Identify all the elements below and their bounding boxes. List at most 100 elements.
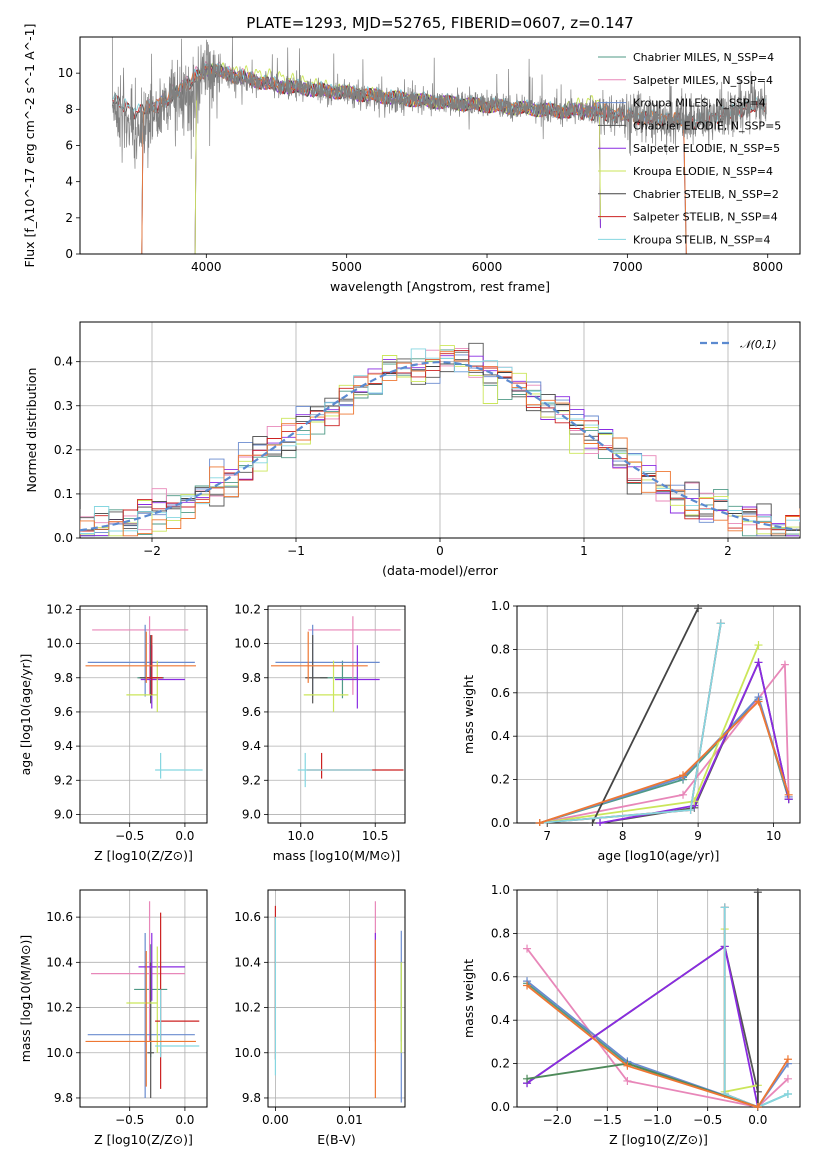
plus-marker [679, 771, 688, 780]
y-tick-label: 9.6 [54, 705, 73, 719]
x-tick-label: −2.0 [543, 1113, 572, 1127]
plot-frame [79, 605, 208, 824]
plus-marker [686, 805, 695, 814]
y-tick-label: 0.4 [491, 1013, 510, 1027]
mass-weight-line [526, 944, 759, 1108]
x-axis-label: Z [log10(Z/Z⊙)] [609, 1132, 708, 1147]
y-tick-label: 10.0 [46, 637, 73, 651]
y-tick-label: 0.6 [491, 970, 510, 984]
y-tick-label: 9.0 [242, 807, 261, 821]
legend-label: Salpeter STELIB, N_SSP=4 [633, 211, 778, 224]
y-tick-label: 0 [65, 247, 73, 261]
plus-marker [780, 660, 789, 669]
y-tick-label: 10 [58, 66, 73, 80]
spectrum-panel: PLATE=1293, MJD=52765, FIBERID=0607, z=0… [22, 14, 801, 294]
y-axis-label: mass [log10(M/M⊙)] [18, 935, 33, 1063]
x-tick-label: 0 [436, 544, 444, 558]
plus-marker [694, 604, 703, 613]
x-tick-label: 0.00 [262, 1113, 289, 1127]
y-tick-label: 9.2 [54, 773, 73, 787]
errorbar-group [274, 901, 402, 1103]
x-tick-label: −1.0 [643, 1113, 672, 1127]
spectrum-lines [111, 37, 767, 254]
mass-weight-line [539, 695, 790, 824]
y-tick-label: 0.0 [54, 531, 73, 545]
plus-marker [623, 1076, 632, 1085]
y-tick-label: 0.2 [54, 443, 73, 457]
mass-ebv-panel: 0.00 0.01 9.8 10.0 10.2 10.4 10.6 E(B-V) [234, 889, 406, 1147]
y-tick-label: 10.2 [46, 1001, 73, 1015]
model-spectrum-line [141, 63, 687, 254]
x-axis-label: wavelength [Angstrom, rest frame] [330, 279, 550, 294]
x-tick-label: −0.5 [115, 829, 144, 843]
y-tick-label: 10.2 [46, 602, 73, 616]
plus-marker [716, 619, 725, 628]
plus-marker [720, 903, 729, 912]
x-tick-label: −0.5 [693, 1113, 722, 1127]
x-tick-label: −1.5 [593, 1113, 622, 1127]
y-tick-label: 0.2 [491, 1057, 510, 1071]
y-axis-label: age [log10(age/yr)] [18, 654, 33, 776]
x-tick-label: 9 [694, 829, 702, 843]
x-tick-label: 7000 [612, 260, 643, 274]
mass-weight-line [526, 984, 789, 1109]
plus-marker [754, 697, 763, 706]
plot-frame [516, 605, 801, 824]
y-tick-label: 10.4 [234, 955, 261, 969]
x-tick-label: 0.0 [175, 1113, 194, 1127]
x-axis-label: Z [log10(Z/Z⊙)] [94, 1132, 193, 1147]
mass-weight-line [723, 907, 759, 1108]
y-tick-label: 10.4 [46, 955, 73, 969]
y-tick-label: 1.0 [491, 599, 510, 613]
x-tick-label: 0.0 [748, 1113, 767, 1127]
x-tick-label: 2 [724, 544, 732, 558]
errorbar-group [270, 616, 404, 788]
mass-weight-line [723, 907, 789, 1108]
y-tick-label: 9.2 [242, 773, 261, 787]
x-tick-label: 5000 [331, 260, 362, 274]
x-tick-label: 6000 [472, 260, 503, 274]
x-tick-label: 7 [543, 829, 551, 843]
y-tick-label: 9.8 [242, 671, 261, 685]
y-tick-label: 9.8 [54, 671, 73, 685]
y-tick-label: 0.8 [491, 926, 510, 940]
plot-frame [79, 321, 801, 539]
y-tick-label: 8 [65, 102, 73, 116]
y-axis-label: mass weight [461, 675, 476, 754]
weight-lines [535, 604, 793, 826]
mass-weight-line [539, 697, 790, 824]
x-tick-label: 4000 [191, 260, 222, 274]
x-axis-label: Z [log10(Z/Z⊙)] [94, 848, 193, 863]
y-tick-label: 10.6 [46, 910, 73, 924]
plot-frame [516, 889, 801, 1108]
x-tick-label: 0.0 [175, 829, 194, 843]
plus-marker [679, 790, 688, 799]
y-tick-label: 1.0 [491, 883, 510, 897]
histogram-panel: −2 −1 0 1 2 0.0 0.1 0.2 0.3 0.4 (data-model)/error… [24, 321, 801, 578]
x-tick-label: 8 [619, 829, 627, 843]
chart-title: PLATE=1293, MJD=52765, FIBERID=0607, z=0… [246, 14, 633, 32]
plus-marker [623, 1061, 632, 1070]
histogram-lines [80, 342, 800, 537]
y-tick-label: 0.8 [491, 642, 510, 656]
plus-marker [596, 819, 605, 826]
x-tick-label: −0.5 [115, 1113, 144, 1127]
x-axis-label: age [log10(age/yr)] [598, 848, 720, 863]
y-tick-label: 9.0 [54, 807, 73, 821]
legend-label: Salpeter MILES, N_SSP=4 [633, 74, 773, 87]
x-tick-label: 1 [580, 544, 588, 558]
x-axis-label: mass [log10(M/M⊙)] [273, 848, 401, 863]
y-tick-label: 0.0 [491, 1100, 510, 1114]
y-axis-label: Flux [f_λ10^-17 erg cm^-2 s^-1 A^-1] [22, 24, 37, 268]
errorbar-group [85, 901, 200, 1098]
mass-weight-line [526, 948, 789, 1108]
model-spectrum-line [141, 61, 687, 254]
legend-label: Chabrier STELIB, N_SSP=2 [633, 188, 779, 201]
plus-marker [784, 790, 793, 799]
mass-metallicity-panel: −0.5 0.0 9.8 10.0 10.2 10.4 10.6 Z [log10(Z/Z⊙)… [18, 889, 208, 1147]
mass-weight-line [539, 662, 790, 824]
y-tick-label: 9.4 [54, 739, 73, 753]
observed-spectrum-line [111, 37, 767, 169]
plus-marker [588, 819, 597, 826]
